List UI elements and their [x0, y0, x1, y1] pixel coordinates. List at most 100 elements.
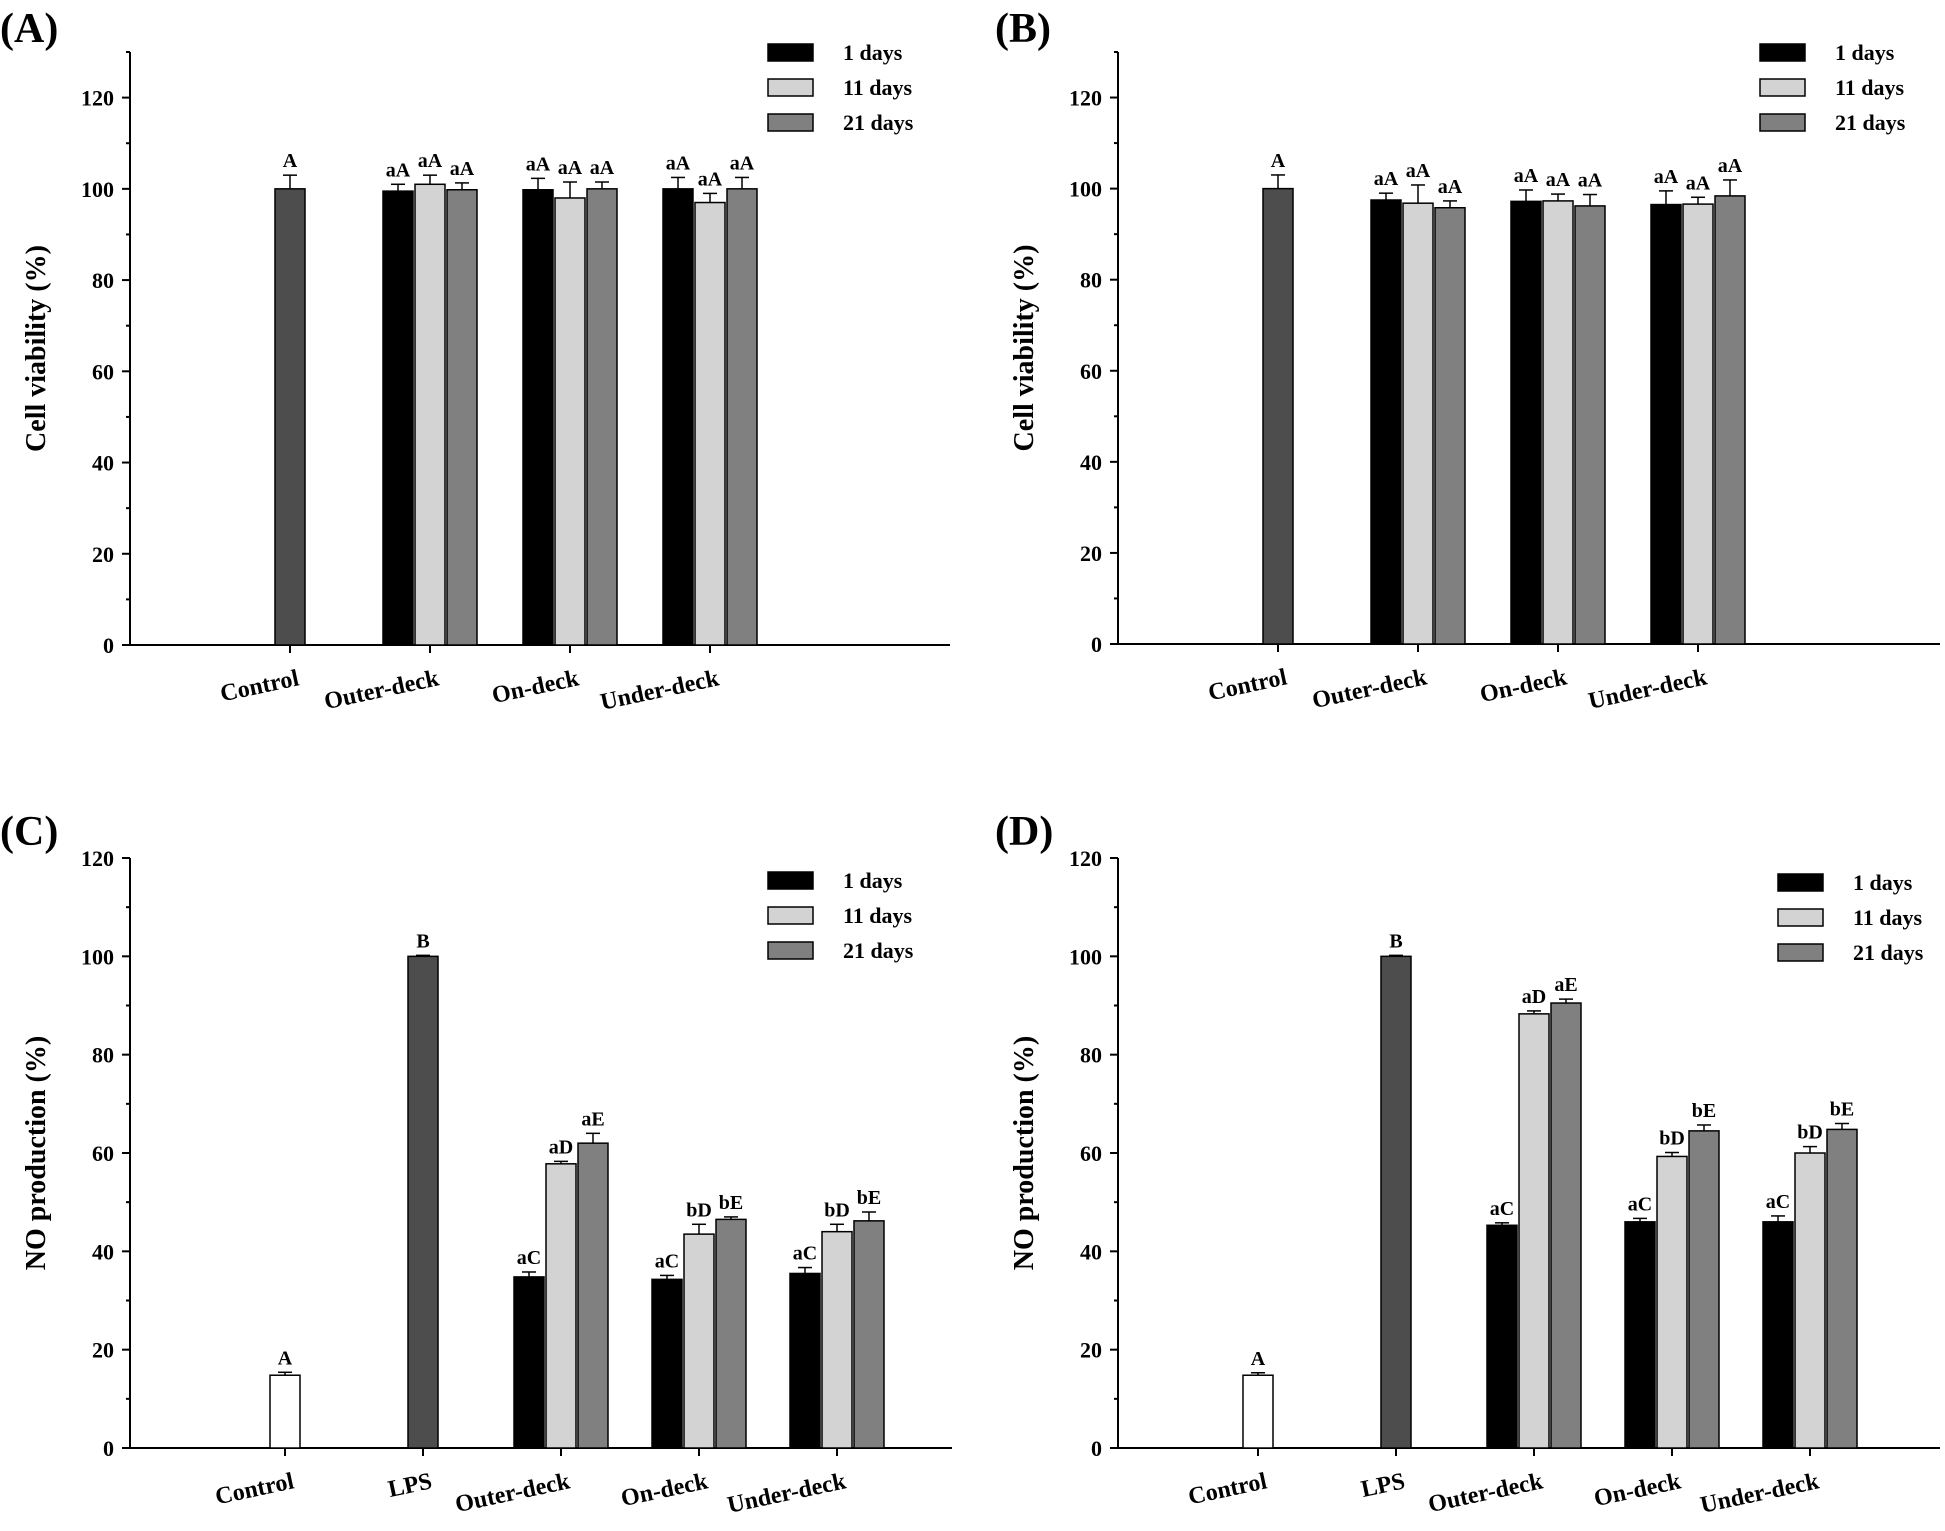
- y-tick-label: 40: [1080, 450, 1102, 475]
- y-tick-label: 60: [1080, 1141, 1102, 1166]
- bar-control: [274, 188, 306, 646]
- panel-label: (D): [995, 809, 1053, 855]
- bar-day21: [726, 188, 758, 646]
- bar-day21: [446, 189, 478, 646]
- significance-label: A: [278, 1347, 293, 1369]
- bar-day1: [522, 189, 554, 646]
- bar-day1: [1624, 1221, 1656, 1449]
- x-category-label: LPS: [386, 1468, 434, 1503]
- significance-label: aA: [666, 152, 691, 174]
- significance-label: aC: [1490, 1198, 1514, 1220]
- significance-label: bD: [824, 1199, 850, 1221]
- bar-white: [269, 1374, 301, 1449]
- significance-label: bD: [1659, 1128, 1685, 1150]
- bar-day11: [1682, 203, 1714, 645]
- bar-day21: [1826, 1128, 1858, 1449]
- y-axis-label: Cell viability (%): [21, 245, 52, 452]
- x-category-label: On-deck: [619, 1468, 711, 1512]
- significance-label: aA: [450, 158, 475, 180]
- bar-control: [1262, 187, 1294, 645]
- y-axis-label: Cell viability (%): [1009, 245, 1040, 452]
- x-category-label: Outer-deck: [322, 665, 442, 715]
- legend-label: 1 days: [1835, 40, 1895, 65]
- y-tick-label: 60: [92, 1141, 114, 1166]
- legend-label: 11 days: [1835, 75, 1905, 100]
- y-axis-label: NO production (%): [1009, 1036, 1040, 1270]
- legend-swatch: [767, 906, 814, 925]
- significance-label: aA: [730, 152, 755, 174]
- bar-day21: [586, 188, 618, 646]
- significance-label: aE: [581, 1108, 604, 1130]
- significance-label: bD: [686, 1199, 712, 1221]
- legend-swatch: [767, 941, 814, 960]
- bar-day11: [1656, 1155, 1688, 1449]
- y-tick-label: 20: [1080, 541, 1102, 566]
- significance-label: aD: [1522, 986, 1546, 1008]
- bar-control: [407, 955, 439, 1449]
- legend-swatch: [767, 78, 814, 97]
- y-tick-label: 80: [1080, 1043, 1102, 1068]
- bar-day1: [513, 1276, 545, 1449]
- significance-label: bD: [1797, 1122, 1823, 1144]
- legend-swatch: [767, 43, 814, 62]
- significance-label: A: [1251, 1348, 1266, 1370]
- significance-label: aC: [517, 1247, 541, 1269]
- bar-day11: [683, 1233, 715, 1449]
- significance-label: aD: [549, 1136, 573, 1158]
- x-category-label: Control: [1186, 1468, 1270, 1510]
- y-tick-label: 20: [92, 1338, 114, 1363]
- legend-label: 11 days: [843, 75, 913, 100]
- bar-day11: [694, 201, 726, 646]
- bar-day11: [1542, 200, 1574, 645]
- significance-label: aC: [655, 1250, 679, 1272]
- significance-label: aA: [1654, 166, 1679, 188]
- chart-panel-d: (D) 0 20 40 60 80 100 120 NO production (%) Contr…: [995, 809, 1940, 1519]
- x-category-label: Outer-deck: [1310, 664, 1430, 714]
- significance-label: bE: [857, 1187, 881, 1209]
- bar-day21: [1550, 1002, 1582, 1449]
- significance-label: aA: [1514, 165, 1539, 187]
- significance-label: aA: [1718, 155, 1743, 177]
- significance-label: aA: [1406, 160, 1431, 182]
- legend-swatch: [767, 113, 814, 132]
- chart-panel-c: (C) 0 20 40 60 80 100 120 NO production (%) Contr…: [0, 809, 952, 1519]
- x-category-label: Outer-deck: [453, 1468, 573, 1518]
- significance-label: aA: [1438, 176, 1463, 198]
- y-tick-label: 80: [92, 1043, 114, 1068]
- y-tick-label: 100: [81, 177, 114, 202]
- significance-label: aA: [386, 159, 411, 181]
- legend-label: 21 days: [843, 938, 914, 963]
- x-category-label: LPS: [1359, 1468, 1407, 1503]
- legend-swatch: [1759, 43, 1806, 62]
- bar-day1: [651, 1278, 683, 1449]
- y-tick-label: 0: [103, 1436, 114, 1461]
- y-tick-label: 0: [1091, 1436, 1102, 1461]
- legend-label: 1 days: [1853, 870, 1913, 895]
- y-tick-label: 100: [1069, 177, 1102, 202]
- legend-swatch: [1777, 873, 1824, 892]
- significance-label: aC: [1628, 1193, 1652, 1215]
- significance-label: A: [283, 150, 298, 172]
- y-tick-label: 0: [1091, 632, 1102, 657]
- y-tick-label: 40: [92, 451, 114, 476]
- significance-label: aC: [1766, 1191, 1790, 1213]
- y-tick-label: 40: [1080, 1239, 1102, 1264]
- significance-label: A: [1271, 150, 1286, 172]
- significance-label: aA: [1686, 172, 1711, 194]
- y-tick-label: 120: [81, 846, 114, 871]
- bar-day1: [789, 1272, 821, 1449]
- bar-day21: [577, 1142, 609, 1449]
- legend-swatch: [1759, 78, 1806, 97]
- y-tick-label: 120: [1069, 846, 1102, 871]
- y-tick-label: 0: [103, 633, 114, 658]
- legend-swatch: [1777, 943, 1824, 962]
- bar-day11: [1402, 202, 1434, 645]
- significance-label: aA: [558, 157, 583, 179]
- bar-day11: [414, 183, 446, 646]
- bar-day11: [554, 197, 586, 646]
- legend-swatch: [767, 871, 814, 890]
- legend-swatch: [1759, 113, 1806, 132]
- bar-day21: [1434, 206, 1466, 645]
- x-category-label: Under-deck: [1586, 664, 1710, 715]
